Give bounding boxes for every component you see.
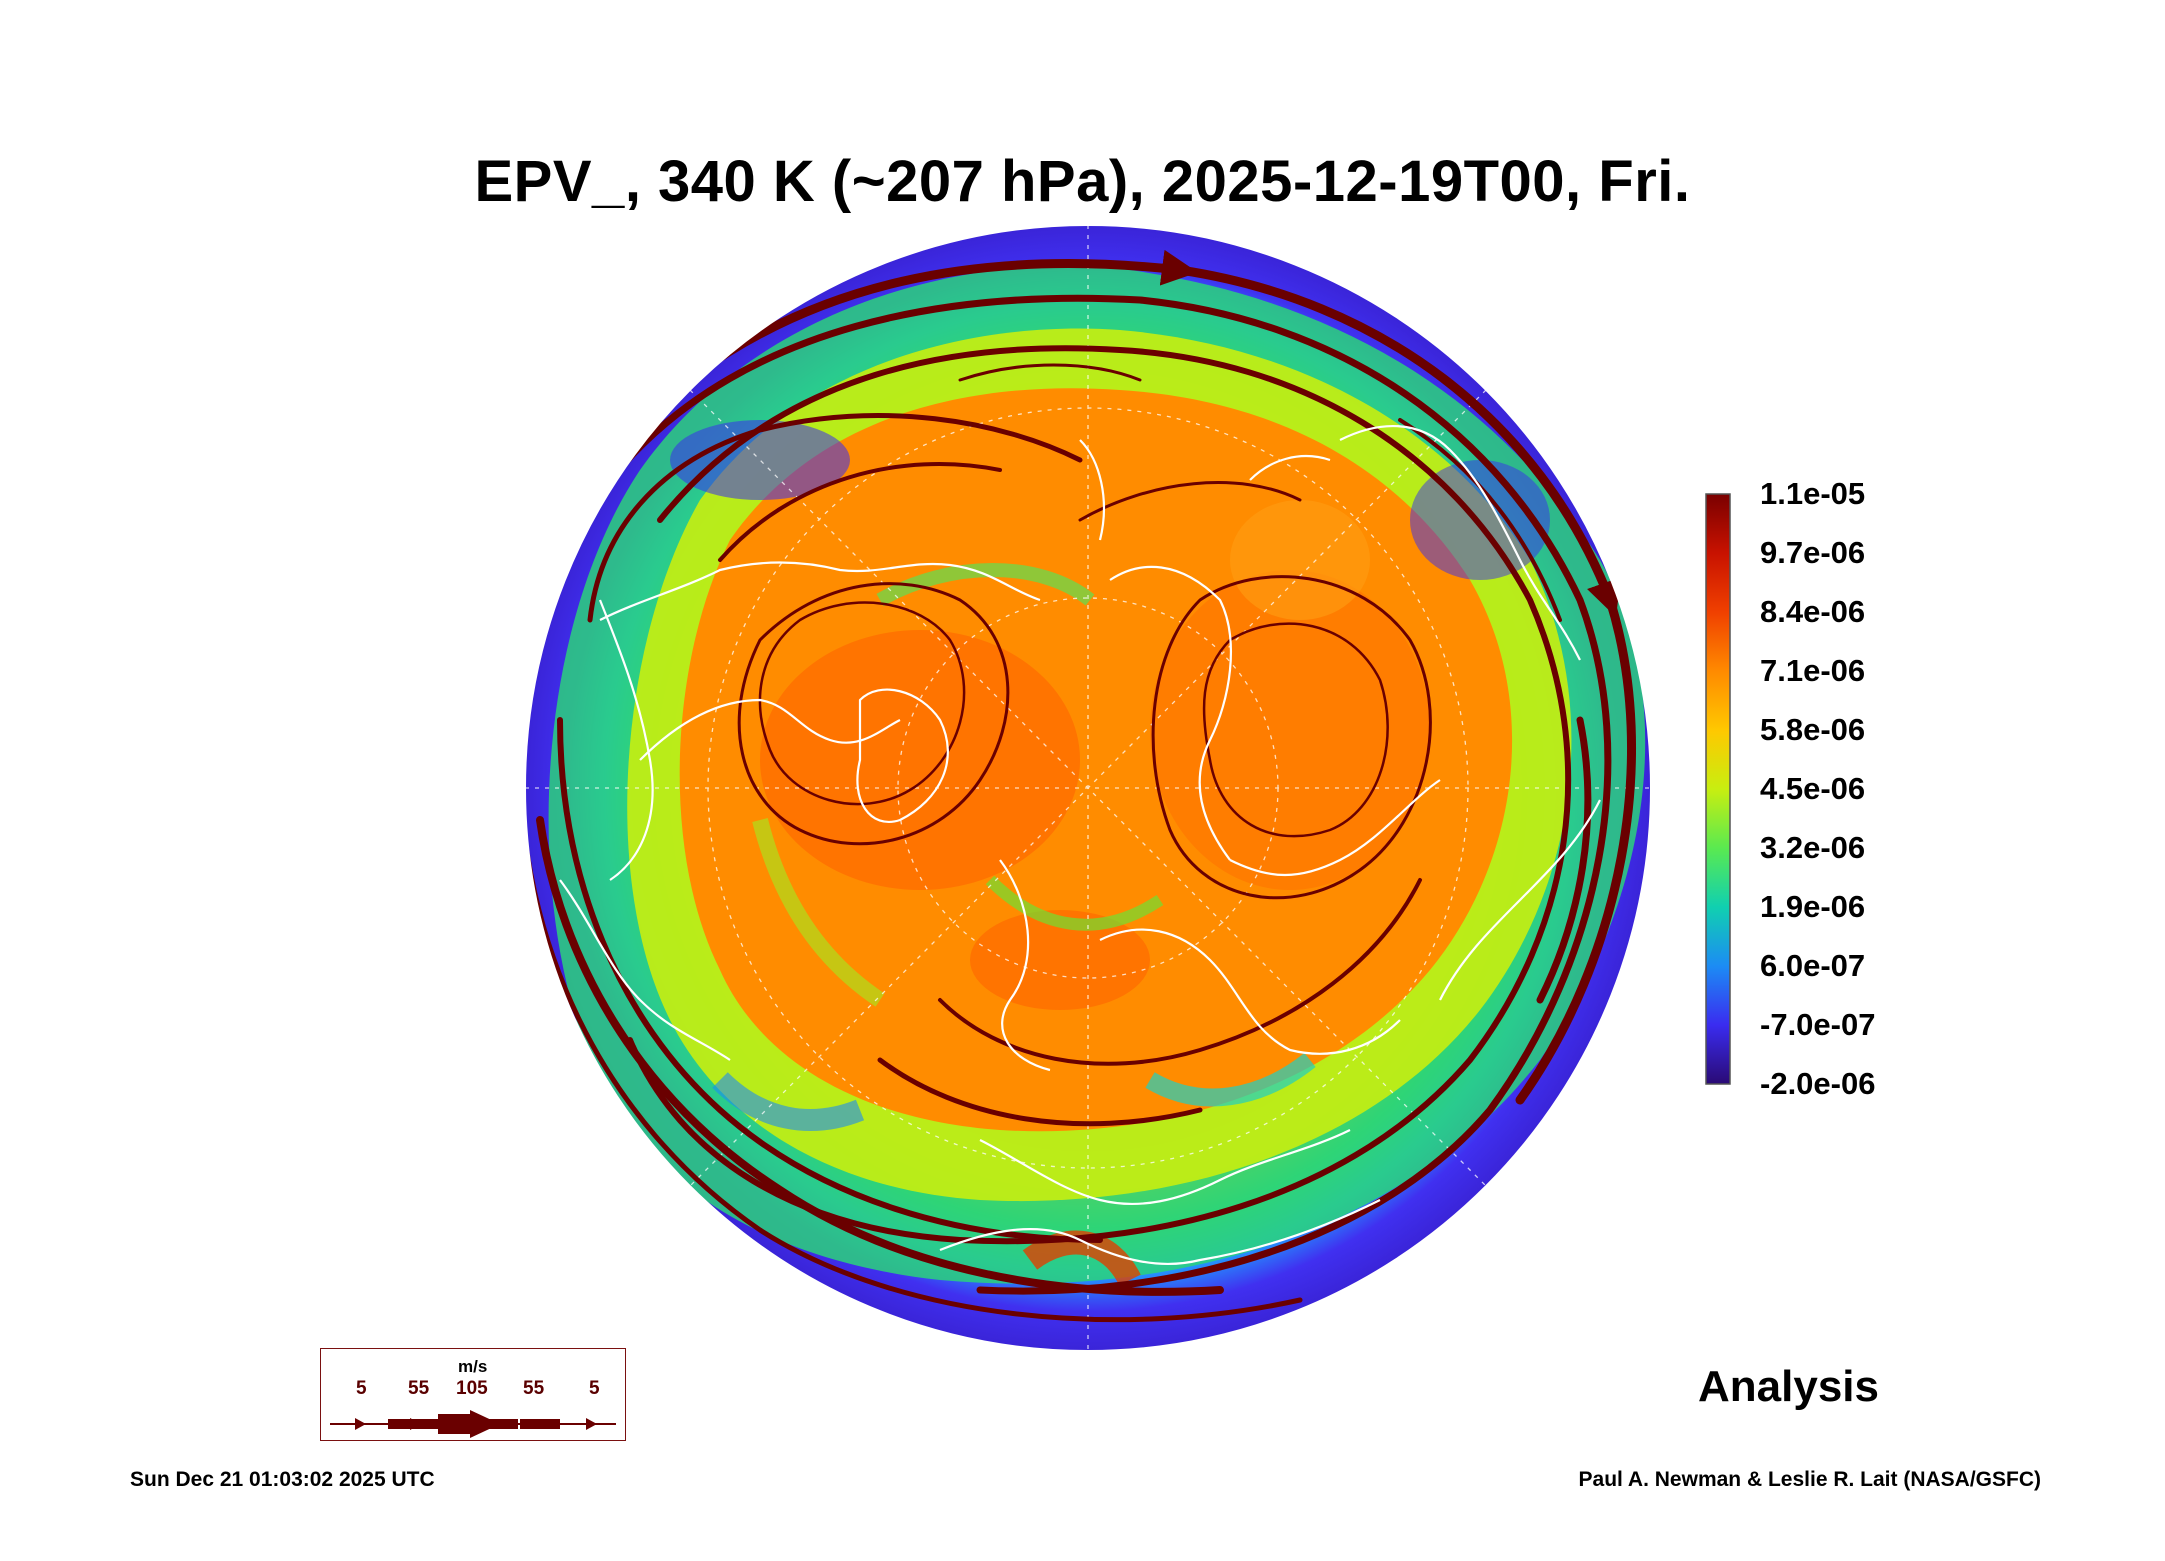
colorbar-tick-label: 7.1e-06 xyxy=(1760,653,1866,688)
wind-streamlines xyxy=(525,249,1637,1323)
colorbar-tick-label: -2.0e-06 xyxy=(1760,1066,1876,1101)
wind-legend-value: 105 xyxy=(456,1378,488,1399)
colorbar-tick-label: 3.2e-06 xyxy=(1760,830,1866,865)
timestamp: Sun Dec 21 01:03:02 2025 UTC xyxy=(130,1468,435,1491)
colorbar-tick-label: 5.8e-06 xyxy=(1760,712,1866,747)
colorbar-tick-label: 1.1e-05 xyxy=(1760,476,1866,511)
wind-speed-legend-arrow xyxy=(330,1410,616,1438)
colorbar-tick-label: 8.4e-06 xyxy=(1760,594,1866,629)
wind-legend-value: 5 xyxy=(589,1378,600,1399)
graticule xyxy=(525,225,1651,1351)
credit: Paul A. Newman & Leslie R. Lait (NASA/GS… xyxy=(1578,1468,2041,1491)
wind-legend-box xyxy=(320,1348,626,1441)
wind-legend-value: 55 xyxy=(408,1378,430,1399)
map-boundary xyxy=(524,224,1652,1352)
colorbar-tick-label: -7.0e-07 xyxy=(1760,1007,1876,1042)
wind-legend-value: 55 xyxy=(523,1378,545,1399)
colorbar-tick-label: 4.5e-06 xyxy=(1760,771,1866,806)
colorbar xyxy=(1705,493,1731,1085)
colorbar-tick-label: 1.9e-06 xyxy=(1760,889,1866,924)
colorbar-tick-label: 6.0e-07 xyxy=(1760,948,1866,983)
wind-legend-value: 5 xyxy=(356,1378,367,1399)
analysis-label: Analysis xyxy=(1698,1362,1879,1411)
colorbar-tick-label: 9.7e-06 xyxy=(1760,535,1866,570)
wind-legend-unit: m/s xyxy=(458,1357,488,1376)
coastlines xyxy=(559,425,1601,1266)
map-title: EPV_, 340 K (~207 hPa), 2025-12-19T00, F… xyxy=(474,149,1691,214)
